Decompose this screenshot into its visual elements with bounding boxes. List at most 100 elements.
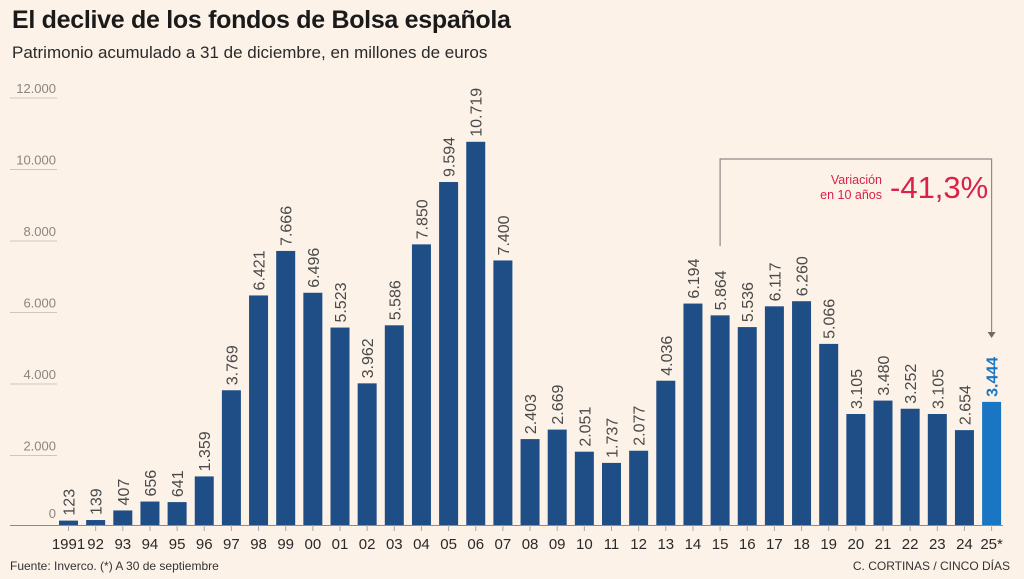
x-tick-label: 1991 xyxy=(52,536,85,553)
bar xyxy=(520,439,540,525)
arrow-head-icon xyxy=(987,332,996,338)
bar xyxy=(683,303,703,525)
x-tick-label: 12 xyxy=(630,536,647,553)
bar xyxy=(710,315,730,525)
x-tick-label: 04 xyxy=(413,536,430,553)
bar xyxy=(221,390,241,525)
x-tick-label: 00 xyxy=(305,536,322,553)
bar xyxy=(954,430,974,525)
value-label: 656 xyxy=(143,470,160,497)
y-tick-label: 2.000 xyxy=(23,439,56,454)
y-tick-label: 4.000 xyxy=(23,367,56,382)
y-tick-label: 6.000 xyxy=(23,296,56,311)
bar xyxy=(846,413,866,525)
value-label: 7.666 xyxy=(279,206,296,246)
value-label: 3.252 xyxy=(903,364,920,404)
x-tick-label: 10 xyxy=(576,536,593,553)
bar xyxy=(303,292,323,525)
gridlines xyxy=(10,97,1003,526)
y-axis-ticks: 0 2.000 4.000 6.000 8.000 10.000 12.000 xyxy=(16,81,56,521)
value-label: 5.536 xyxy=(740,282,757,322)
value-label: 4.036 xyxy=(659,336,676,376)
chart-title: El declive de los fondos de Bolsa españo… xyxy=(12,6,511,34)
x-tick-label: 14 xyxy=(685,536,702,553)
x-tick-label: 98 xyxy=(250,536,267,553)
value-label: 2.654 xyxy=(957,385,974,425)
x-tick-label: 16 xyxy=(739,536,756,553)
value-label: 10.719 xyxy=(469,88,486,137)
value-label: 1.737 xyxy=(605,418,622,458)
value-label: 7.400 xyxy=(496,215,513,255)
x-tick-label: 20 xyxy=(848,536,865,553)
bar xyxy=(59,520,78,525)
x-tick-label: 05 xyxy=(440,536,457,553)
bar xyxy=(330,327,350,525)
source-note: Fuente: Inverco. (*) A 30 de septiembre xyxy=(10,559,219,573)
value-label: 2.669 xyxy=(550,384,567,424)
value-label: 1.359 xyxy=(197,431,214,471)
x-tick-label: 95 xyxy=(169,536,186,553)
x-tick-label: 94 xyxy=(142,536,159,553)
y-tick-label: 8.000 xyxy=(23,224,56,239)
bars xyxy=(59,141,1002,531)
y-tick-label: 12.000 xyxy=(16,81,56,96)
bar xyxy=(357,383,377,525)
value-label: 5.066 xyxy=(822,299,839,339)
annotation-value: -41,3% xyxy=(890,170,988,205)
x-tick-label: 22 xyxy=(902,536,919,553)
x-tick-label: 06 xyxy=(467,536,484,553)
bar xyxy=(574,451,594,525)
x-tick-label: 92 xyxy=(87,536,104,553)
x-tick-label: 13 xyxy=(657,536,674,553)
value-label: 5.586 xyxy=(387,280,404,320)
bar xyxy=(819,343,839,525)
x-tick-label: 02 xyxy=(359,536,376,553)
x-tick-label: 97 xyxy=(223,536,240,553)
bar xyxy=(466,141,486,525)
value-label: 123 xyxy=(62,489,79,516)
x-tick-label: 15 xyxy=(712,536,729,553)
bar xyxy=(439,182,459,525)
x-tick-label: 03 xyxy=(386,536,403,553)
x-tick-label: 09 xyxy=(549,536,566,553)
value-labels: 123 139 407 656 641 1.359 3.769 6.421 7.666 6.496… xyxy=(62,88,1002,516)
value-label: 3.105 xyxy=(930,369,947,409)
value-label: 5.864 xyxy=(713,270,730,310)
x-tick-label: 17 xyxy=(766,536,783,553)
value-label: 7.850 xyxy=(414,199,431,239)
x-axis-labels: 1991 92 93 94 95 96 97 98 99 00 01 02 03 04 05 06 07 08 09… xyxy=(52,536,1003,553)
x-tick-label: 07 xyxy=(495,536,512,553)
bar xyxy=(384,325,404,525)
bar xyxy=(982,401,1002,525)
chart-subtitle: Patrimonio acumulado a 31 de diciembre, … xyxy=(12,43,488,62)
value-label: 139 xyxy=(89,488,106,515)
x-tick-label: 18 xyxy=(793,536,810,553)
value-label: 5.523 xyxy=(333,282,350,322)
bar xyxy=(194,476,214,525)
bar xyxy=(140,501,160,525)
x-tick-label: 93 xyxy=(114,536,131,553)
value-label: 6.260 xyxy=(795,256,812,296)
annotation-label-line2: en 10 años xyxy=(820,188,882,202)
value-label: 6.421 xyxy=(252,250,269,290)
bar xyxy=(249,295,269,525)
bar xyxy=(86,520,106,525)
bar xyxy=(792,301,812,525)
bar xyxy=(629,450,649,525)
bar xyxy=(900,408,920,525)
x-tick-label: 19 xyxy=(820,536,837,553)
y-tick-label: 0 xyxy=(49,506,56,521)
x-tick-label: 08 xyxy=(522,536,539,553)
annotation-label-line1: Variación xyxy=(831,173,882,187)
bar xyxy=(927,413,947,525)
value-label: 3.480 xyxy=(876,355,893,395)
value-label: 2.051 xyxy=(577,407,594,447)
x-tick-label: 96 xyxy=(196,536,213,553)
bar xyxy=(411,244,431,526)
x-tick-label: 11 xyxy=(604,536,620,553)
bar xyxy=(737,327,757,525)
value-label: 641 xyxy=(170,470,187,497)
annotation-bracket xyxy=(719,158,993,334)
